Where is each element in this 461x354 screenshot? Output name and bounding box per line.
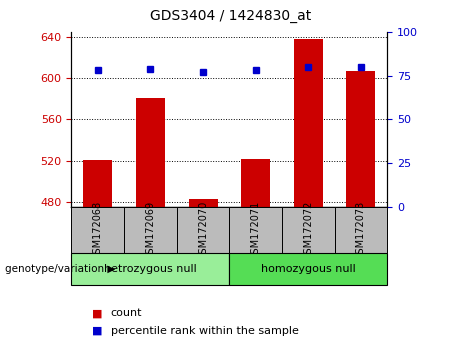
Text: count: count bbox=[111, 308, 142, 318]
Bar bbox=[294, 39, 323, 207]
Bar bbox=[177, 207, 229, 253]
Bar bbox=[241, 159, 270, 207]
Text: GSM172069: GSM172069 bbox=[145, 200, 155, 260]
Text: GSM172072: GSM172072 bbox=[303, 200, 313, 260]
Bar bbox=[71, 207, 124, 253]
Bar bbox=[347, 71, 375, 207]
Bar bbox=[136, 98, 165, 207]
Bar bbox=[71, 253, 229, 285]
Bar bbox=[124, 207, 177, 253]
Bar bbox=[83, 160, 112, 207]
Text: GSM172070: GSM172070 bbox=[198, 200, 208, 260]
Text: GDS3404 / 1424830_at: GDS3404 / 1424830_at bbox=[150, 9, 311, 23]
Bar bbox=[282, 207, 335, 253]
Text: GSM172068: GSM172068 bbox=[93, 200, 103, 260]
Bar bbox=[229, 207, 282, 253]
Text: hetrozygous null: hetrozygous null bbox=[104, 264, 197, 274]
Text: GSM172073: GSM172073 bbox=[356, 200, 366, 260]
Bar bbox=[229, 253, 387, 285]
Text: genotype/variation ▶: genotype/variation ▶ bbox=[5, 264, 115, 274]
Text: percentile rank within the sample: percentile rank within the sample bbox=[111, 326, 299, 336]
Bar bbox=[189, 199, 218, 207]
Text: GSM172071: GSM172071 bbox=[251, 200, 260, 260]
Text: homozygous null: homozygous null bbox=[261, 264, 356, 274]
Text: ■: ■ bbox=[92, 326, 103, 336]
Bar bbox=[335, 207, 387, 253]
Text: ■: ■ bbox=[92, 308, 103, 318]
